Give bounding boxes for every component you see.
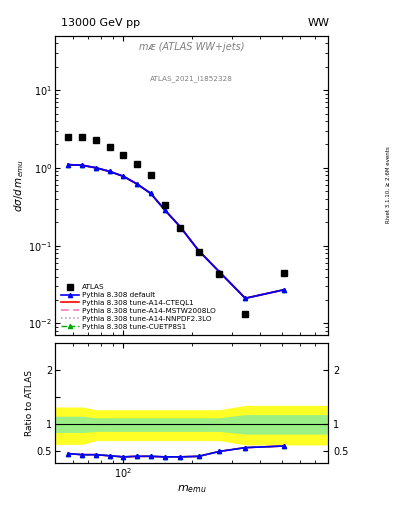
Pythia 8.308 tune-A14-NNPDF2.3LO	[94, 165, 99, 171]
Text: WW: WW	[308, 18, 330, 28]
Pythia 8.308 tune-A14-MSTW2008LO	[107, 168, 112, 175]
Pythia 8.308 tune-A14-NNPDF2.3LO	[135, 181, 140, 187]
Text: ATLAS_2021_I1852328: ATLAS_2021_I1852328	[150, 75, 233, 81]
Pythia 8.308 tune-A14-MSTW2008LO	[94, 165, 99, 171]
Y-axis label: Ratio to ATLAS: Ratio to ATLAS	[25, 370, 34, 436]
Pythia 8.308 default	[281, 287, 286, 293]
Pythia 8.308 tune-A14-MSTW2008LO	[162, 207, 167, 213]
Pythia 8.308 tune-A14-NNPDF2.3LO	[162, 207, 167, 213]
Pythia 8.308 default	[121, 173, 126, 179]
Pythia 8.308 tune-A14-NNPDF2.3LO	[217, 269, 222, 275]
ATLAS	[196, 249, 201, 255]
ATLAS	[162, 202, 167, 208]
Line: Pythia 8.308 tune-A14-NNPDF2.3LO: Pythia 8.308 tune-A14-NNPDF2.3LO	[68, 165, 284, 298]
Pythia 8.308 default	[107, 168, 112, 175]
Pythia 8.308 tune-A14-MSTW2008LO	[121, 173, 126, 179]
ATLAS	[178, 225, 182, 231]
Pythia 8.308 tune-A14-CTEQL1	[162, 207, 167, 213]
Text: 13000 GeV pp: 13000 GeV pp	[61, 18, 140, 28]
Pythia 8.308 default	[80, 162, 85, 168]
Pythia 8.308 tune-A14-NNPDF2.3LO	[178, 224, 182, 230]
Pythia 8.308 tune-A14-NNPDF2.3LO	[66, 162, 70, 168]
Pythia 8.308 default	[135, 181, 140, 187]
Line: Pythia 8.308 tune-A14-CTEQL1: Pythia 8.308 tune-A14-CTEQL1	[68, 165, 284, 298]
Pythia 8.308 tune-A14-MSTW2008LO	[281, 287, 286, 293]
ATLAS	[135, 161, 140, 167]
Pythia 8.308 tune-A14-MSTW2008LO	[243, 295, 248, 302]
Pythia 8.308 default	[94, 165, 99, 171]
Pythia 8.308 tune-A14-CTEQL1	[243, 295, 248, 302]
Pythia 8.308 tune-CUETP8S1	[107, 168, 112, 175]
Pythia 8.308 tune-A14-CTEQL1	[148, 190, 153, 197]
Pythia 8.308 tune-A14-MSTW2008LO	[135, 181, 140, 187]
Pythia 8.308 tune-A14-CTEQL1	[66, 162, 70, 168]
ATLAS	[148, 172, 153, 178]
Pythia 8.308 tune-A14-CTEQL1	[217, 269, 222, 275]
Pythia 8.308 default	[196, 248, 201, 254]
Pythia 8.308 tune-A14-NNPDF2.3LO	[107, 168, 112, 175]
Pythia 8.308 tune-CUETP8S1	[148, 190, 153, 197]
Pythia 8.308 tune-CUETP8S1	[217, 269, 222, 275]
Pythia 8.308 tune-A14-MSTW2008LO	[80, 162, 85, 168]
Pythia 8.308 tune-CUETP8S1	[80, 162, 85, 168]
Text: mᴁ (ATLAS WW+jets): mᴁ (ATLAS WW+jets)	[139, 42, 244, 52]
Pythia 8.308 tune-A14-CTEQL1	[94, 165, 99, 171]
Pythia 8.308 tune-A14-CTEQL1	[178, 224, 182, 230]
Pythia 8.308 default	[148, 190, 153, 197]
Pythia 8.308 tune-CUETP8S1	[66, 162, 70, 168]
ATLAS	[243, 311, 248, 317]
Pythia 8.308 default	[217, 269, 222, 275]
Pythia 8.308 tune-A14-NNPDF2.3LO	[121, 173, 126, 179]
Pythia 8.308 tune-CUETP8S1	[178, 224, 182, 230]
ATLAS	[80, 134, 85, 140]
Y-axis label: $d\sigma/d\,m_{emu}$: $d\sigma/d\,m_{emu}$	[12, 159, 26, 212]
ATLAS	[217, 271, 222, 277]
ATLAS	[66, 134, 70, 140]
Pythia 8.308 tune-A14-CTEQL1	[80, 162, 85, 168]
Pythia 8.308 tune-CUETP8S1	[94, 165, 99, 171]
Pythia 8.308 tune-A14-CTEQL1	[121, 173, 126, 179]
Pythia 8.308 tune-CUETP8S1	[121, 173, 126, 179]
Pythia 8.308 tune-CUETP8S1	[196, 248, 201, 254]
ATLAS	[281, 269, 286, 275]
ATLAS	[94, 137, 99, 143]
Pythia 8.308 tune-A14-NNPDF2.3LO	[196, 248, 201, 254]
Pythia 8.308 default	[243, 295, 248, 302]
Pythia 8.308 tune-A14-CTEQL1	[196, 248, 201, 254]
Pythia 8.308 tune-A14-NNPDF2.3LO	[80, 162, 85, 168]
Pythia 8.308 tune-A14-NNPDF2.3LO	[243, 295, 248, 302]
Pythia 8.308 tune-A14-MSTW2008LO	[178, 224, 182, 230]
Pythia 8.308 tune-A14-MSTW2008LO	[66, 162, 70, 168]
Pythia 8.308 tune-CUETP8S1	[243, 295, 248, 302]
Pythia 8.308 tune-A14-NNPDF2.3LO	[281, 287, 286, 293]
Pythia 8.308 tune-A14-CTEQL1	[107, 168, 112, 175]
Line: ATLAS: ATLAS	[65, 134, 286, 317]
Text: Rivet 3.1.10, ≥ 2.6M events: Rivet 3.1.10, ≥ 2.6M events	[386, 146, 391, 223]
X-axis label: $m_{emu}$: $m_{emu}$	[177, 483, 206, 495]
Pythia 8.308 tune-CUETP8S1	[162, 207, 167, 213]
Pythia 8.308 tune-A14-MSTW2008LO	[148, 190, 153, 197]
Pythia 8.308 tune-A14-CTEQL1	[281, 287, 286, 293]
Pythia 8.308 default	[178, 224, 182, 230]
Line: Pythia 8.308 default: Pythia 8.308 default	[66, 163, 286, 301]
Pythia 8.308 tune-A14-CTEQL1	[135, 181, 140, 187]
ATLAS	[121, 152, 126, 158]
Pythia 8.308 tune-A14-MSTW2008LO	[196, 248, 201, 254]
Pythia 8.308 default	[66, 162, 70, 168]
Pythia 8.308 tune-A14-NNPDF2.3LO	[148, 190, 153, 197]
Pythia 8.308 tune-CUETP8S1	[281, 287, 286, 293]
ATLAS	[107, 144, 112, 150]
Pythia 8.308 tune-CUETP8S1	[135, 181, 140, 187]
Pythia 8.308 default	[162, 207, 167, 213]
Legend: ATLAS, Pythia 8.308 default, Pythia 8.308 tune-A14-CTEQL1, Pythia 8.308 tune-A14: ATLAS, Pythia 8.308 default, Pythia 8.30…	[59, 282, 218, 332]
Line: Pythia 8.308 tune-A14-MSTW2008LO: Pythia 8.308 tune-A14-MSTW2008LO	[68, 165, 284, 298]
Line: Pythia 8.308 tune-CUETP8S1: Pythia 8.308 tune-CUETP8S1	[66, 163, 286, 301]
Pythia 8.308 tune-A14-MSTW2008LO	[217, 269, 222, 275]
